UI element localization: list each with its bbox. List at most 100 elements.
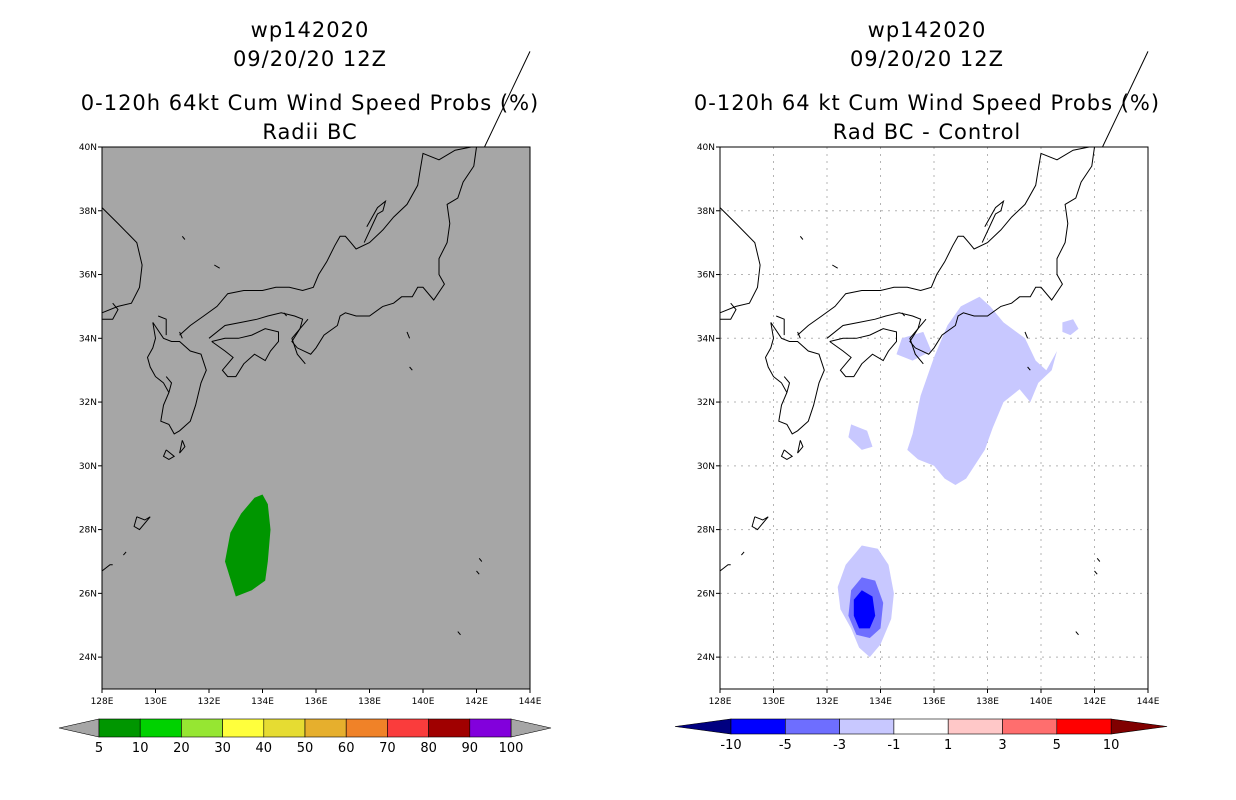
coastline-segment: [981, 199, 1005, 243]
lon-tick-label: 128E: [91, 697, 114, 707]
colorbar-swatch: [784, 718, 840, 735]
left-axis-ticks: 128E 130E 132E 134E 136E 138E 140E 142E 144E 24N 2…: [79, 143, 542, 707]
coastline-segment: [165, 376, 173, 393]
coastline-segment: [146, 322, 207, 435]
right-title-time: 09/20/20 12Z: [850, 47, 1004, 71]
colorbar-swatch: [263, 718, 306, 738]
colorbar-label: 90: [462, 741, 479, 756]
colorbar-label: -10: [720, 738, 741, 753]
left-colorbar: 5 10 20 30 40 50 60 70 80 90 100: [58, 718, 552, 756]
colorbar-label: 100: [499, 741, 524, 756]
coastline-segment: [179, 440, 186, 454]
left-title-time: 09/20/20 12Z: [233, 47, 387, 71]
coastline-segment: [409, 366, 413, 371]
right-gridlines: [720, 147, 1148, 689]
colorbar-high-arrow: [1110, 718, 1168, 735]
coastline-segment: [1024, 331, 1029, 339]
coastline-segment: [901, 312, 905, 317]
coastline-segment: [797, 440, 804, 454]
left-title-subtitle: Radii BC: [262, 120, 357, 144]
coastline-segment: [101, 564, 113, 572]
right-panel: wp142020 09/20/20 12Z 0-120h 64 kt Cum W…: [674, 18, 1168, 753]
lat-tick-label: 40N: [697, 143, 715, 153]
lat-tick-label: 32N: [79, 398, 97, 408]
coastline-segment: [832, 264, 838, 269]
contour-region: [853, 590, 876, 629]
colorbar-low-arrow: [58, 718, 100, 738]
coastline-segment: [363, 199, 387, 243]
coastline-segment: [829, 328, 897, 378]
coastline-segment: [102, 302, 119, 320]
colorbar-swatch: [428, 718, 471, 738]
colorbar-swatch: [947, 718, 1003, 735]
colorbar-swatch: [304, 718, 347, 738]
coastline-segment: [179, 331, 183, 339]
lon-tick-label: 130E: [762, 697, 785, 707]
coastline-segment: [406, 331, 411, 339]
coastline-segment: [214, 264, 220, 269]
coastline-segment: [162, 449, 176, 460]
colorbar-swatch: [1056, 718, 1112, 735]
left-probability-contours: [225, 494, 271, 597]
coastline-segment: [783, 376, 791, 393]
colorbar-label: 1: [944, 738, 952, 753]
colorbar-swatch: [222, 718, 265, 738]
colorbar-label: 20: [173, 741, 190, 756]
coastline-segment: [283, 312, 287, 317]
contour-region: [848, 424, 873, 450]
colorbar-label: 10: [1103, 738, 1120, 753]
coastline-segment: [780, 449, 794, 460]
coastline-segment: [776, 315, 785, 336]
lat-tick-label: 30N: [697, 462, 715, 472]
coastline-segment: [797, 146, 1090, 336]
colorbar-swatch: [181, 718, 223, 738]
colorbar-label: 10: [132, 741, 149, 756]
coastline-segment: [123, 551, 127, 556]
right-title-storm: wp142020: [868, 18, 987, 42]
lon-tick-label: 140E: [412, 697, 435, 707]
coastline-segment: [741, 551, 745, 556]
lon-tick-label: 138E: [976, 697, 999, 707]
colorbar-swatch: [839, 718, 895, 735]
left-title-product: 0-120h 64kt Cum Wind Speed Probs (%): [81, 91, 539, 115]
coastline-segment: [457, 631, 461, 636]
coastline-segment: [478, 557, 483, 562]
lon-tick-label: 130E: [144, 697, 167, 707]
colorbar-low-arrow: [674, 718, 732, 735]
colorbar-label: 5: [95, 741, 103, 756]
left-title-storm: wp142020: [251, 18, 370, 42]
lon-tick-label: 132E: [816, 697, 839, 707]
coastline-segment: [1075, 631, 1079, 636]
lon-tick-label: 134E: [251, 697, 274, 707]
lon-tick-label: 136E: [305, 697, 328, 707]
coastline-segment: [719, 564, 731, 572]
lat-tick-label: 30N: [79, 462, 97, 472]
lon-tick-label: 144E: [1137, 697, 1160, 707]
coastline-segment: [291, 318, 309, 365]
coastline-segment: [799, 235, 804, 240]
colorbar-swatch: [345, 718, 388, 738]
lat-tick-label: 38N: [79, 207, 97, 217]
colorbar-swatch: [469, 718, 512, 738]
left-map-background: [102, 147, 530, 689]
coastline-segment: [179, 146, 472, 336]
lon-tick-label: 142E: [1083, 697, 1106, 707]
lon-tick-label: 144E: [519, 697, 542, 707]
coastline-segment: [826, 146, 1095, 355]
lat-tick-label: 36N: [697, 271, 715, 281]
right-axis-ticks: 128E 130E 132E 134E 136E 138E 140E 142E 144E 24N 2…: [697, 143, 1160, 707]
coastline-segment: [1027, 366, 1031, 371]
coastline-segment: [720, 302, 737, 320]
coastline-segment: [764, 322, 825, 435]
right-title-product: 0-120h 64 kt Cum Wind Speed Probs (%): [694, 91, 1160, 115]
left-coastline: [101, 51, 531, 636]
colorbar-swatch: [1002, 718, 1058, 735]
left-panel: wp142020 09/20/20 12Z 0-120h 64kt Cum Wi…: [58, 18, 552, 756]
coastline-segment: [797, 331, 801, 339]
colorbar-label: 60: [338, 741, 355, 756]
lat-tick-label: 32N: [697, 398, 715, 408]
lat-tick-label: 28N: [79, 526, 97, 536]
coastline-segment: [158, 315, 167, 336]
colorbar-swatch: [893, 718, 949, 735]
lon-tick-label: 138E: [358, 697, 381, 707]
